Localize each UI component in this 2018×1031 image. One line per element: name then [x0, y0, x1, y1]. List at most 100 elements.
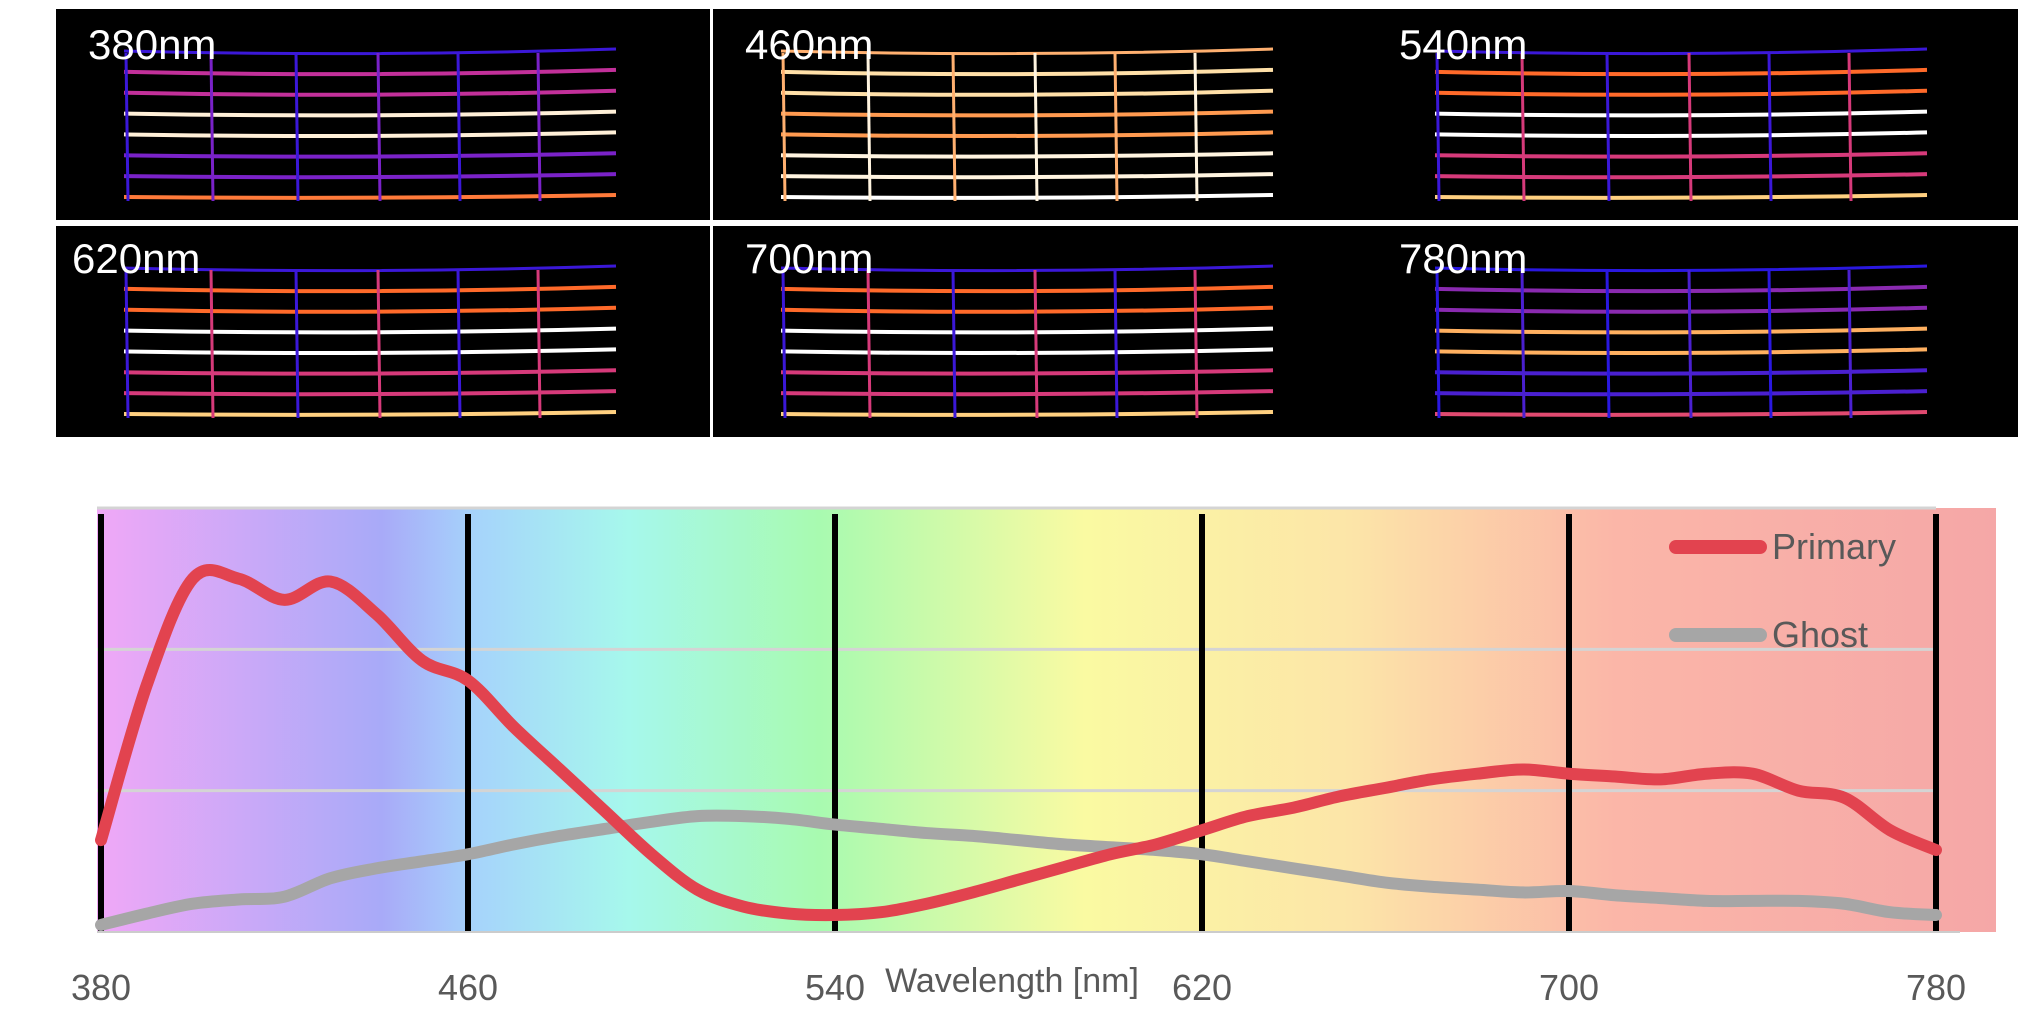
grid-line: [209, 269, 215, 419]
grid-line: [1605, 52, 1611, 202]
grid-line: [951, 52, 957, 202]
grid-line: [1113, 269, 1119, 419]
image-panel: 780nm: [1367, 226, 2018, 437]
x-tick-label: 780: [1906, 967, 1966, 1008]
grid-line: [1193, 52, 1199, 202]
grid-line: [124, 269, 130, 419]
grid-line: [1847, 269, 1853, 419]
grid-line: [1434, 389, 1928, 397]
grid-line: [209, 52, 215, 202]
grid-line: [780, 193, 1274, 200]
grid-image: [780, 264, 1274, 419]
grid-line: [1767, 269, 1773, 419]
image-panel: 620nm: [56, 226, 710, 437]
grid-image: [1434, 264, 1928, 419]
grid-line: [780, 88, 1274, 97]
x-tick-label: 540: [805, 967, 865, 1008]
grid-line: [1520, 269, 1526, 419]
legend-label: Primary: [1772, 526, 1896, 567]
x-tick-label: 380: [71, 967, 131, 1008]
grid-line: [780, 67, 1274, 77]
grid-line: [1605, 269, 1611, 419]
grid-line: [780, 347, 1274, 356]
grid-line: [123, 264, 617, 273]
grid-line: [123, 305, 617, 314]
grid-line: [1434, 284, 1928, 294]
grid-line: [123, 172, 617, 180]
series-line-primary: [95, 564, 1942, 922]
grid-line: [781, 52, 787, 202]
grid-line: [123, 193, 617, 200]
image-panel-grid: 380nm 460nm 540nm 620nm 700nm 780nm: [56, 9, 2018, 437]
grid-line: [123, 47, 617, 56]
grid-line: [1434, 347, 1928, 356]
grid-line: [1847, 52, 1853, 202]
grid-line: [1434, 193, 1928, 200]
grid-line: [780, 389, 1274, 397]
grid-line: [123, 326, 617, 335]
series-line-ghost: [95, 809, 1942, 931]
grid-line: [123, 88, 617, 97]
panel-wavelength-label: 620nm: [72, 235, 201, 282]
grid-line: [124, 52, 130, 202]
grid-line: [781, 269, 787, 419]
image-panel: 540nm: [1367, 9, 2018, 220]
panel-wavelength-label: 540nm: [1399, 21, 1528, 68]
grid-line: [866, 269, 872, 419]
grid-line: [1687, 269, 1693, 419]
grid-line: [1435, 269, 1441, 419]
grid-line: [1434, 67, 1928, 77]
grid-line: [123, 284, 617, 294]
grid-line: [1434, 88, 1928, 97]
grid-line: [780, 264, 1274, 273]
grid-line: [376, 52, 382, 202]
grid-line: [1434, 172, 1928, 180]
grid-line: [1434, 305, 1928, 314]
image-panel: 380nm: [56, 9, 710, 220]
grid-line: [1033, 269, 1039, 419]
grid-line: [123, 410, 617, 417]
x-tick-label: 620: [1172, 967, 1232, 1008]
grid-line: [456, 269, 462, 419]
grid-line: [1520, 52, 1526, 202]
grid-line: [123, 130, 617, 139]
grid-line: [780, 368, 1274, 376]
grid-line: [1434, 410, 1928, 417]
grid-line: [1434, 264, 1928, 273]
image-panel: 460nm: [713, 9, 1367, 220]
grid-line: [780, 109, 1274, 118]
grid-line: [1435, 52, 1441, 202]
grid-line: [866, 52, 872, 202]
panel-wavelength-label: 380nm: [88, 21, 217, 68]
x-tick-label: 460: [438, 967, 498, 1008]
grid-line: [536, 269, 542, 419]
grid-line: [1767, 52, 1773, 202]
grid-line: [1434, 368, 1928, 376]
grid-line: [780, 151, 1274, 159]
grid-image: [1434, 47, 1928, 202]
grid-line: [780, 326, 1274, 335]
grid-line: [780, 47, 1274, 56]
grid-line: [123, 151, 617, 159]
panel-wavelength-label: 460nm: [745, 21, 874, 68]
grid-line: [780, 130, 1274, 139]
grid-line: [536, 52, 542, 202]
panel-wavelength-label: 780nm: [1399, 235, 1528, 282]
grid-line: [780, 305, 1274, 314]
grid-line: [780, 284, 1274, 294]
grid-line: [1033, 52, 1039, 202]
grid-line: [376, 269, 382, 419]
grid-line: [780, 410, 1274, 417]
grid-line: [1434, 130, 1928, 139]
grid-line: [123, 389, 617, 397]
panel-wavelength-label: 700nm: [745, 235, 874, 282]
grid-line: [1193, 269, 1199, 419]
grid-line: [456, 52, 462, 202]
grid-line: [123, 109, 617, 118]
grid-line: [951, 269, 957, 419]
grid-line: [1687, 52, 1693, 202]
grid-line: [1434, 109, 1928, 118]
grid-line: [294, 52, 300, 202]
grid-line: [1434, 326, 1928, 335]
grid-line: [1434, 47, 1928, 56]
